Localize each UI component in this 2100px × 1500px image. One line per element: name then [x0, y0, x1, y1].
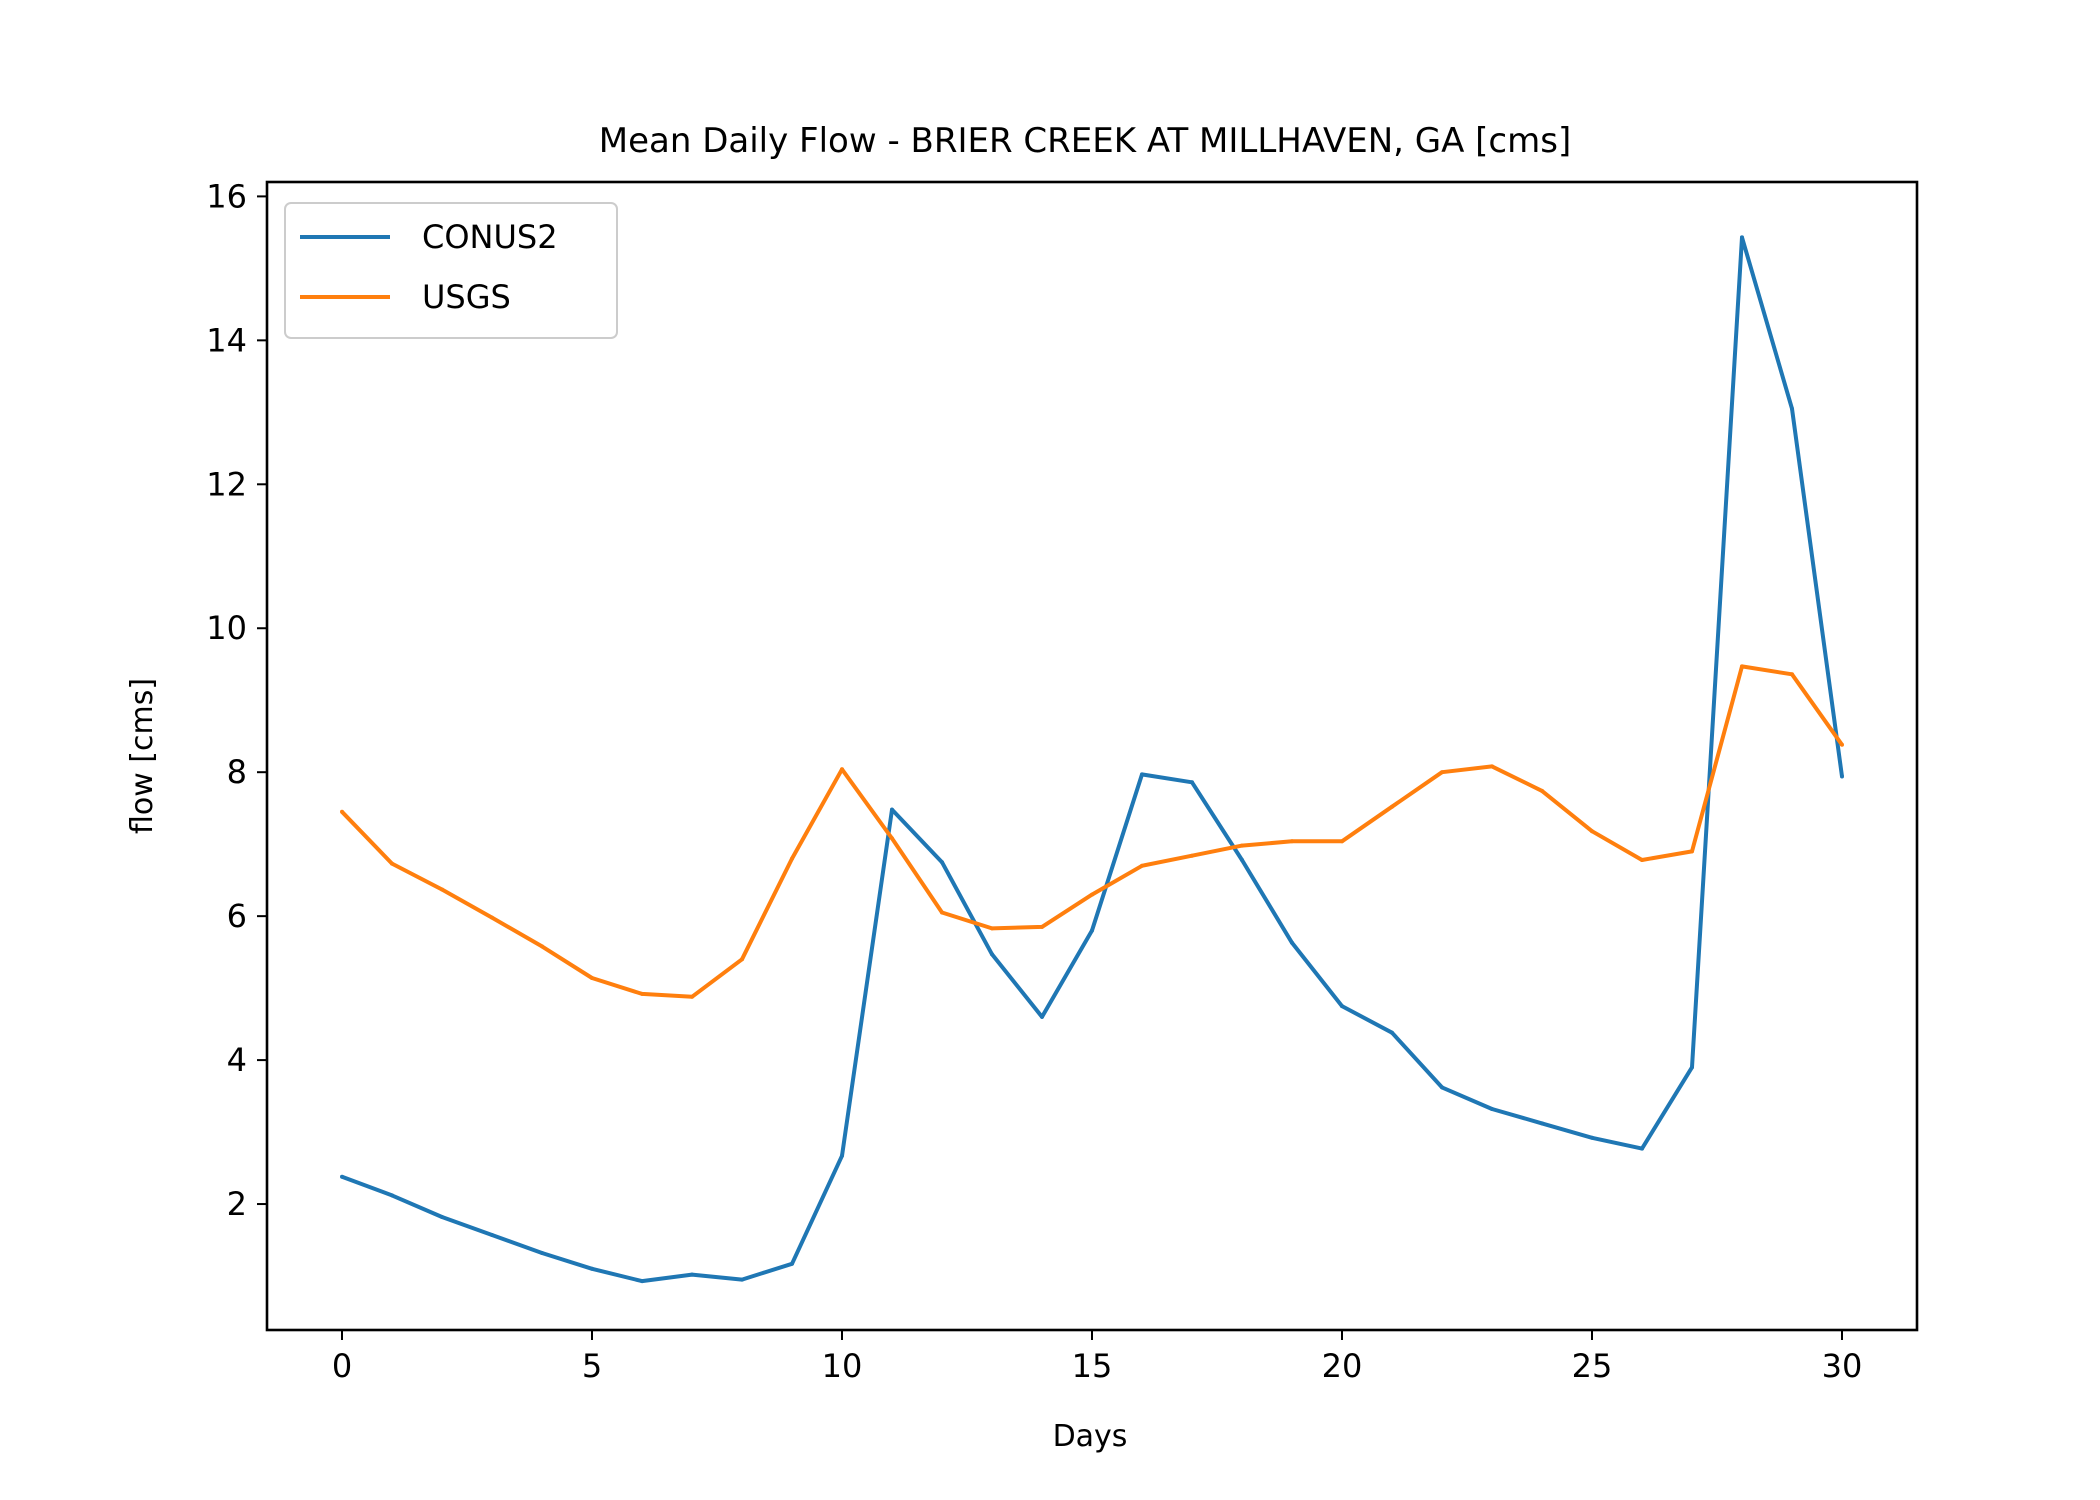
- data-point-usgs: [740, 957, 744, 962]
- data-point-conus2: [1640, 1146, 1644, 1151]
- data-point-usgs: [690, 994, 694, 999]
- data-point-conus2: [1740, 235, 1744, 240]
- data-point-conus2: [490, 1233, 494, 1237]
- data-point-conus2: [1240, 858, 1244, 862]
- y-tick-label: 12: [206, 465, 247, 503]
- data-point-usgs: [1040, 924, 1044, 929]
- data-point-conus2: [1590, 1135, 1594, 1140]
- data-point-usgs: [840, 767, 844, 772]
- data-point-conus2: [890, 807, 894, 812]
- legend: CONUS2 USGS: [284, 202, 618, 339]
- data-point-conus2: [940, 860, 944, 865]
- x-tick-label: 25: [1572, 1347, 1613, 1385]
- data-point-conus2: [590, 1266, 594, 1271]
- data-point-conus2: [1540, 1121, 1544, 1126]
- data-point-conus2: [1340, 1004, 1344, 1009]
- data-point-usgs: [1340, 839, 1344, 844]
- data-point-usgs: [640, 991, 644, 996]
- data-point-conus2: [1690, 1065, 1694, 1070]
- y-tick-label: 16: [206, 177, 247, 215]
- data-point-usgs: [790, 856, 794, 861]
- data-point-usgs: [1840, 742, 1844, 747]
- y-tick-label: 10: [206, 609, 247, 647]
- data-point-usgs: [1090, 892, 1094, 897]
- x-tick-label: 5: [582, 1347, 602, 1385]
- y-tick-label: 14: [206, 321, 247, 359]
- data-point-usgs: [890, 836, 894, 841]
- data-point-usgs: [1540, 788, 1544, 793]
- data-point-conus2: [1090, 928, 1094, 933]
- data-point-usgs: [340, 809, 344, 814]
- data-point-usgs: [1590, 829, 1594, 834]
- data-point-usgs: [1440, 770, 1444, 775]
- series-conus2: [340, 235, 1844, 1284]
- chart-title: Mean Daily Flow - BRIER CREEK AT MILLHAV…: [599, 121, 1571, 161]
- legend-label: CONUS2: [422, 218, 558, 256]
- series-usgs: [340, 664, 1844, 999]
- data-point-conus2: [840, 1153, 844, 1158]
- data-point-conus2: [340, 1174, 344, 1179]
- data-point-conus2: [740, 1277, 744, 1282]
- data-point-usgs: [1690, 849, 1694, 854]
- x-tick-label: 15: [1072, 1347, 1113, 1385]
- x-tick-label: 10: [822, 1347, 863, 1385]
- data-point-usgs: [540, 944, 544, 949]
- data-point-conus2: [1440, 1085, 1444, 1090]
- data-point-conus2: [1290, 940, 1294, 945]
- data-point-usgs: [990, 926, 994, 931]
- data-point-usgs: [1290, 839, 1294, 844]
- x-axis: 0 5 10 15 20 25 30: [332, 1330, 1863, 1385]
- data-point-conus2: [640, 1279, 644, 1284]
- data-point-usgs: [940, 910, 944, 915]
- y-tick-label: 6: [227, 897, 247, 935]
- data-point-usgs: [1140, 863, 1144, 868]
- data-point-usgs: [490, 915, 494, 920]
- y-tick-label: 4: [227, 1041, 247, 1079]
- data-point-conus2: [1140, 772, 1144, 777]
- data-point-conus2: [1790, 406, 1794, 411]
- data-point-conus2: [540, 1251, 544, 1255]
- y-tick-label: 2: [227, 1185, 247, 1223]
- data-point-usgs: [440, 887, 444, 892]
- x-tick-label: 30: [1822, 1347, 1863, 1385]
- legend-label: USGS: [422, 278, 511, 316]
- y-axis: 2 4 6 8 10 12 14 16: [206, 177, 267, 1223]
- x-tick-label: 0: [332, 1347, 352, 1385]
- y-axis-label: flow [cms]: [125, 678, 160, 834]
- data-point-usgs: [1790, 672, 1794, 677]
- data-point-usgs: [1190, 853, 1194, 858]
- data-point-usgs: [390, 861, 394, 866]
- data-point-conus2: [1490, 1107, 1494, 1111]
- data-point-conus2: [1390, 1030, 1394, 1035]
- data-point-usgs: [1390, 804, 1394, 809]
- y-tick-label: 8: [227, 753, 247, 791]
- data-point-conus2: [440, 1215, 444, 1219]
- data-point-usgs: [1240, 843, 1244, 848]
- data-point-conus2: [690, 1272, 694, 1277]
- data-point-conus2: [1190, 780, 1194, 785]
- data-point-conus2: [790, 1261, 794, 1266]
- data-point-usgs: [1640, 858, 1644, 862]
- data-point-conus2: [990, 952, 994, 957]
- data-point-conus2: [390, 1193, 394, 1198]
- x-tick-label: 20: [1322, 1347, 1363, 1385]
- data-point-usgs: [1740, 664, 1744, 669]
- series-layer: [340, 235, 1844, 1284]
- data-point-usgs: [1490, 764, 1494, 769]
- data-point-conus2: [1840, 774, 1844, 779]
- x-axis-label: Days: [1053, 1419, 1128, 1454]
- data-point-conus2: [1040, 1014, 1044, 1019]
- data-point-usgs: [590, 976, 594, 980]
